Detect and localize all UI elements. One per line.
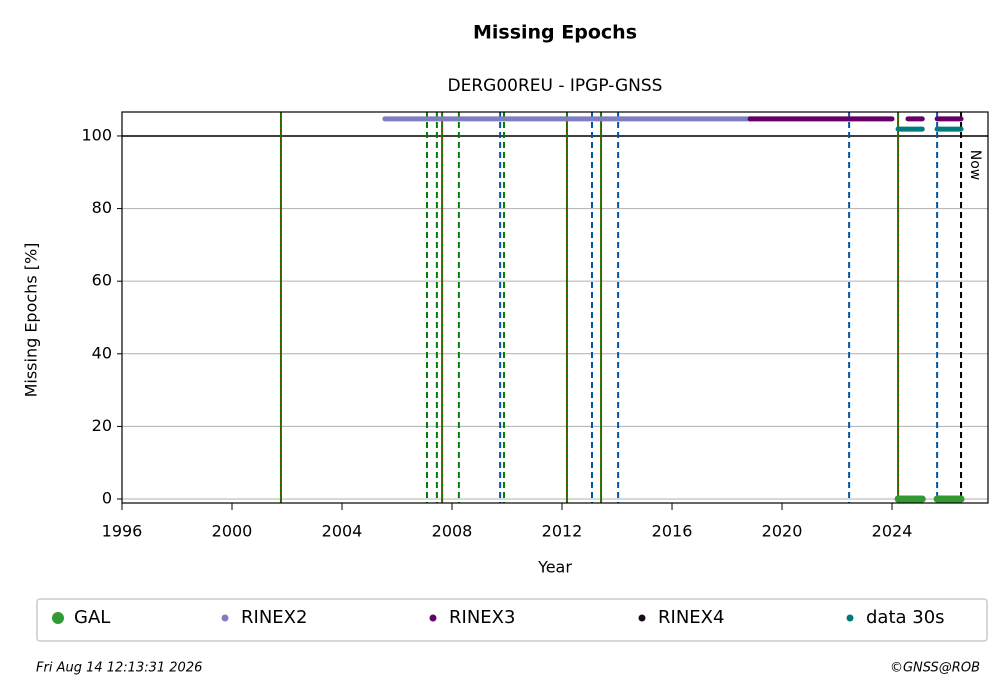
legend-box — [36, 598, 988, 642]
x-axis-label: Year — [537, 558, 572, 577]
now-label: Now — [967, 150, 983, 181]
chart-subtitle: DERG00REU - IPGP-GNSS — [448, 76, 663, 96]
legend-marker — [52, 612, 64, 624]
y-tick-label: 80 — [92, 198, 112, 217]
x-tick-label: 1996 — [102, 522, 143, 541]
legend-marker — [221, 614, 229, 622]
x-tick-label: 2004 — [322, 522, 363, 541]
footer-copyright: ©GNSS@ROB — [890, 661, 980, 676]
legend-label: RINEX4 — [658, 607, 724, 628]
y-tick-label: 100 — [81, 125, 112, 144]
legend-marker — [846, 614, 854, 622]
legend-label: data 30s — [866, 607, 945, 628]
x-tick-label: 2008 — [432, 522, 473, 541]
series-line — [898, 397, 961, 499]
chart-title: Missing Epochs — [473, 22, 637, 44]
legend-label: GAL — [74, 607, 110, 628]
y-tick-label: 60 — [92, 271, 112, 290]
legend-label: RINEX3 — [449, 607, 515, 628]
legend-marker — [638, 614, 646, 622]
footer-date: Fri Aug 14 12:13:31 2026 — [36, 661, 202, 676]
x-tick-label: 2016 — [652, 522, 693, 541]
x-tick-label: 2020 — [762, 522, 803, 541]
y-axis-label: Missing Epochs [%] — [22, 243, 41, 398]
legend-marker — [429, 614, 437, 622]
plot-frame — [121, 111, 989, 504]
y-tick-label: 20 — [92, 416, 112, 435]
legend-label: RINEX2 — [241, 607, 307, 628]
x-tick-label: 2012 — [542, 522, 583, 541]
y-tick-label: 40 — [92, 343, 112, 362]
x-tick-label: 2024 — [872, 522, 913, 541]
x-tick-label: 2000 — [212, 522, 253, 541]
y-tick-label: 0 — [102, 489, 112, 508]
